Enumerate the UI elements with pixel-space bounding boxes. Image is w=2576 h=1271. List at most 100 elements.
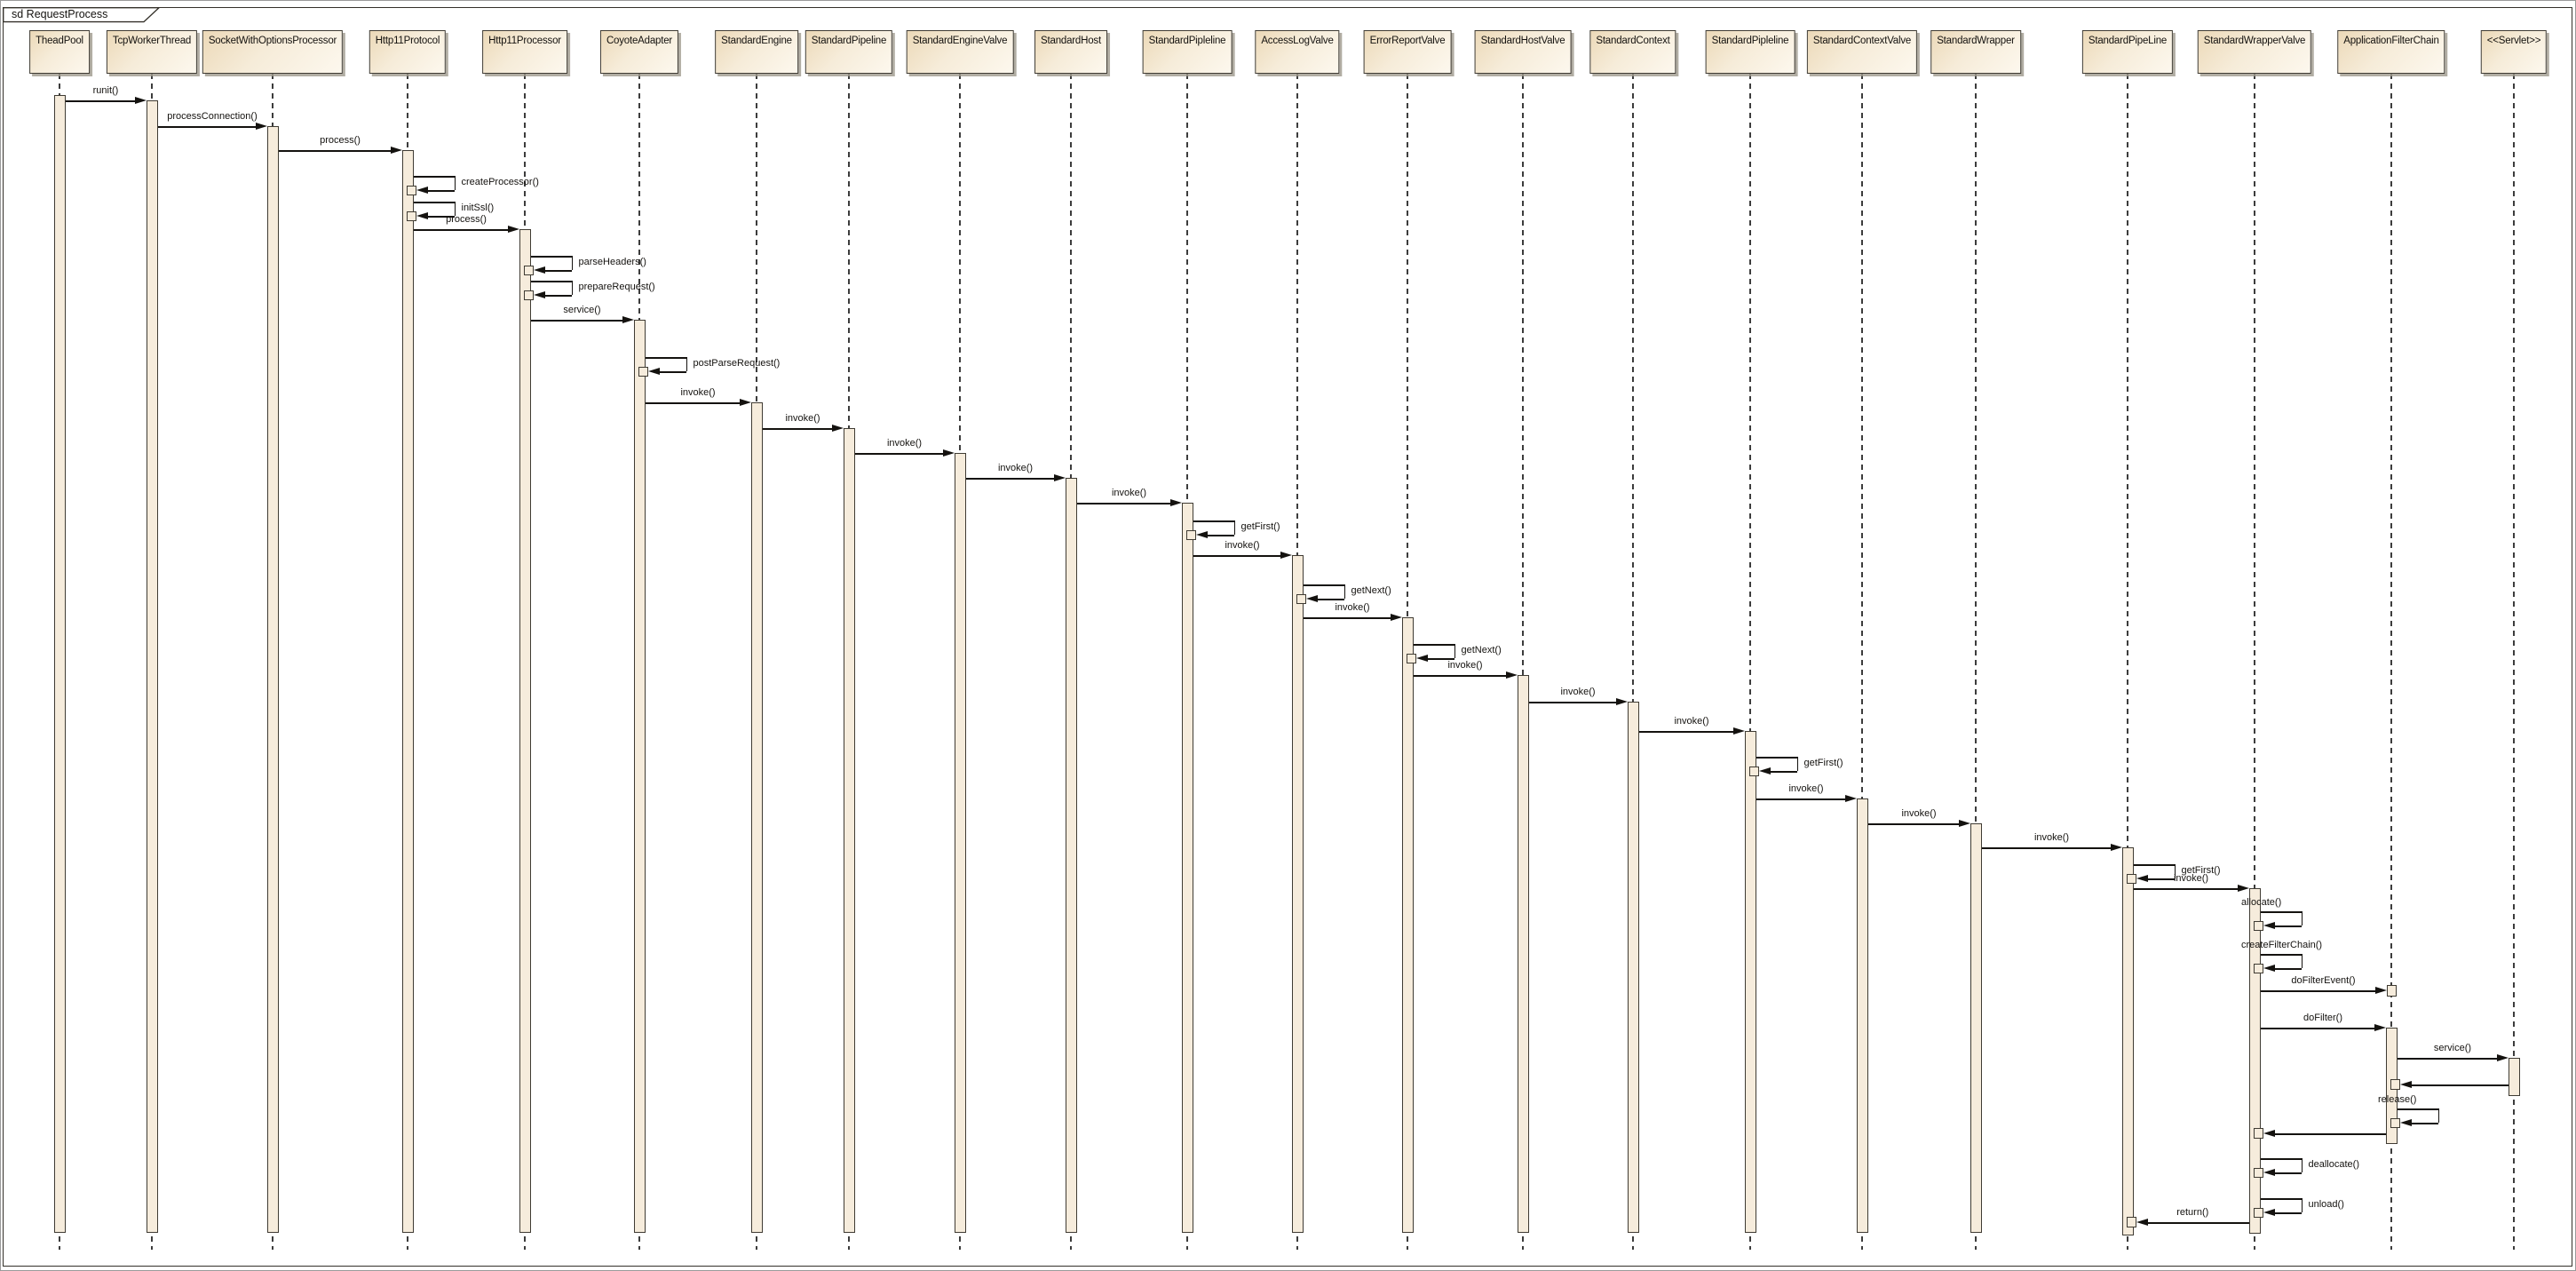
lifeline-name: AccessLogValve [1261, 36, 1334, 46]
activation-nested [1296, 594, 1306, 604]
message-label[interactable]: service() [563, 305, 601, 315]
lifeline-standardcontextvalve [1861, 74, 1863, 1250]
message-arrowhead [416, 186, 428, 194]
message-label[interactable]: invoke() [1674, 716, 1709, 727]
activation-bar [401, 150, 414, 1233]
lifeline-header-standardhostvalve[interactable]: StandardHostValve [1474, 30, 1572, 74]
lifeline-header-standardpipleline[interactable]: StandardPipleline [1705, 30, 1795, 74]
message-label[interactable]: initSsl() [461, 203, 495, 213]
activation-bar [1970, 823, 1982, 1233]
message-label[interactable]: release() [2378, 1094, 2417, 1105]
message-line [2260, 1028, 2376, 1029]
lifeline-header-accesslogvalve[interactable]: AccessLogValve [1255, 30, 1340, 74]
lifeline-header-standardwrappervalve[interactable]: StandardWrapperValve [2197, 30, 2312, 74]
message-label[interactable]: createFilterChain() [2241, 940, 2323, 950]
self-message-line [659, 371, 686, 373]
message-label[interactable]: postParseRequest() [693, 358, 781, 369]
lifeline-name: StandardWrapperValve [2203, 36, 2306, 46]
message-label[interactable]: invoke() [2033, 832, 2070, 843]
lifeline-header-http11protocol[interactable]: Http11Protocol [369, 30, 447, 74]
message-label[interactable]: doFilter() [2303, 1013, 2342, 1023]
message-label[interactable]: parseHeaders() [578, 257, 646, 267]
message-line [65, 100, 137, 102]
self-message-line [1303, 584, 1344, 586]
diagram-title: sd RequestProcess [12, 8, 108, 20]
self-message-line [413, 176, 455, 178]
self-message-line [2437, 1108, 2439, 1123]
message-label[interactable]: process() [446, 214, 487, 225]
message-line [1638, 731, 1735, 733]
message-label[interactable]: invoke() [1335, 602, 1370, 613]
lifeline-header-standardengine[interactable]: StandardEngine [715, 30, 798, 74]
lifeline-header-applicationfilterchain[interactable]: ApplicationFilterChain [2337, 30, 2445, 74]
message-label[interactable]: doFilterEvent() [2291, 975, 2356, 986]
self-message-line [2260, 911, 2302, 913]
lifeline-name: StandardWrapper [1937, 36, 2015, 46]
lifeline-name: ApplicationFilterChain [2343, 36, 2439, 46]
lifeline-standardwrappervalve [2254, 74, 2255, 1250]
message-label[interactable]: createProcessor() [461, 177, 539, 187]
message-arrowhead [1416, 654, 1428, 662]
message-arrowhead [2263, 921, 2275, 929]
lifeline-name: CoyoteAdapter [606, 36, 673, 46]
message-label[interactable]: invoke() [1788, 783, 1824, 794]
lifeline-header-socketwithoptionsprocessor[interactable]: SocketWithOptionsProcessor [202, 30, 344, 74]
message-label[interactable]: allocate() [2241, 897, 2282, 908]
message-arrowhead [2263, 964, 2275, 972]
lifeline-header-http11processor[interactable]: Http11Processor [482, 30, 567, 74]
message-label[interactable]: unload() [2308, 1199, 2344, 1210]
message-label[interactable]: process() [320, 135, 361, 146]
activation-bar [53, 95, 66, 1233]
lifeline-header-standardpipeline[interactable]: StandardPipeLine [2081, 30, 2174, 74]
message-label[interactable]: invoke() [785, 413, 820, 424]
lifeline-header-errorreportvalve[interactable]: ErrorReportValve [1363, 30, 1452, 74]
activation-bar [843, 428, 855, 1233]
lifeline-header-tcpworkerthread[interactable]: TcpWorkerThread [106, 30, 198, 74]
message-label[interactable]: invoke() [1901, 808, 1937, 819]
message-label[interactable]: invoke() [997, 463, 1034, 473]
message-arrowhead [1280, 551, 1292, 559]
message-label[interactable]: getNext() [1351, 585, 1391, 596]
message-label[interactable]: getNext() [1461, 645, 1502, 655]
message-label[interactable]: invoke() [1447, 660, 1483, 671]
message-label[interactable]: invoke() [1225, 540, 1260, 551]
lifeline-header-standardhost[interactable]: StandardHost [1034, 30, 1107, 74]
lifeline-name: TheadPool [36, 36, 83, 46]
message-label[interactable]: getFirst() [1803, 758, 1843, 768]
lifeline-name: StandardHost [1041, 36, 1101, 46]
self-message-line [530, 256, 572, 258]
message-label[interactable]: invoke() [1560, 687, 1596, 697]
message-label[interactable]: prepareRequest() [578, 282, 655, 292]
message-arrowhead [2263, 1168, 2275, 1176]
activation-nested [2254, 921, 2263, 931]
message-line [1193, 555, 1282, 557]
message-label[interactable]: service() [2433, 1043, 2472, 1053]
lifeline-header-theadpool[interactable]: TheadPool [29, 30, 90, 74]
message-arrowhead [648, 367, 660, 375]
lifeline-header-standardwrapper[interactable]: StandardWrapper [1930, 30, 2021, 74]
message-line [2260, 990, 2377, 992]
message-arrowhead [534, 290, 545, 298]
message-label[interactable]: runit() [92, 85, 119, 96]
message-label[interactable]: invoke() [680, 387, 716, 398]
message-label[interactable]: invoke() [1111, 488, 1147, 498]
message-label[interactable]: deallocate() [2308, 1159, 2359, 1170]
lifeline-header-standardpipleline[interactable]: StandardPipleline [1142, 30, 1233, 74]
lifeline-header-servlet[interactable]: <<Servlet>> [2480, 30, 2548, 74]
message-label[interactable]: invoke() [886, 438, 923, 449]
message-label[interactable]: processConnection() [167, 111, 258, 122]
message-label[interactable]: getFirst() [2181, 865, 2221, 876]
message-line [1867, 823, 1961, 825]
activation-nested [524, 266, 534, 275]
self-message-line [686, 357, 687, 371]
lifeline-header-standardenginevalve[interactable]: StandardEngineValve [906, 30, 1014, 74]
message-label[interactable]: return() [2176, 1207, 2209, 1218]
lifeline-header-coyoteadapter[interactable]: CoyoteAdapter [599, 30, 679, 74]
message-arrowhead [1844, 794, 1857, 802]
message-label[interactable]: invoke() [2173, 873, 2209, 884]
lifeline-header-standardpipeline[interactable]: StandardPipeline [805, 30, 893, 74]
lifeline-name: TcpWorkerThread [112, 36, 192, 46]
lifeline-header-standardcontextvalve[interactable]: StandardContextValve [1806, 30, 1918, 74]
lifeline-header-standardcontext[interactable]: StandardContext [1589, 30, 1676, 74]
message-label[interactable]: getFirst() [1240, 521, 1280, 532]
